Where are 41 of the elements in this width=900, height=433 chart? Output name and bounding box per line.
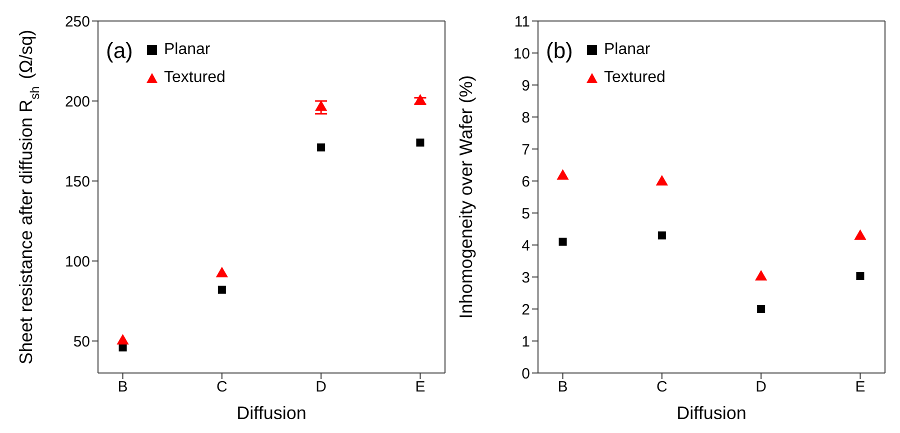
point [317, 143, 326, 152]
x-tick-label: E [415, 378, 426, 396]
x-tick-label: E [855, 378, 866, 396]
x-tick-label: C [656, 378, 668, 396]
y-tick-label: 6 [522, 173, 530, 190]
point [414, 94, 426, 105]
legend-label: Textured [164, 68, 226, 88]
y-tick-label: 3 [522, 269, 530, 286]
y-tick-label: 8 [522, 109, 530, 126]
x-tick-label: D [756, 378, 767, 396]
y-tick-label: 1 [522, 333, 530, 350]
x-tick-label: B [558, 378, 568, 396]
x-tick-label: B [118, 378, 128, 396]
x-axis-title: Diffusion [676, 403, 746, 423]
y-tick-label: 50 [73, 333, 90, 350]
point [314, 100, 328, 111]
x-axis-title: Diffusion [236, 403, 306, 423]
y-tick-label: 150 [64, 173, 90, 190]
point [216, 266, 228, 278]
legend-label: Planar [164, 40, 210, 60]
point [218, 286, 226, 294]
x-tick-label: C [216, 378, 228, 396]
legend-label: Textured [604, 68, 666, 88]
y-tick-label: 11 [514, 13, 530, 30]
y-tick-label: 10 [513, 45, 530, 62]
y-axis-title: Inhomogeneity over Wafer (%) [456, 75, 476, 319]
annotation: (a) [106, 38, 133, 64]
y-tick-label: 7 [522, 141, 530, 158]
y-tick-label: 0 [522, 365, 530, 382]
y-tick-label: 250 [64, 13, 90, 30]
legend-label: Planar [604, 40, 650, 60]
annotation: (b) [546, 38, 573, 64]
y-tick-label: 9 [522, 77, 530, 94]
y-tick-label: 200 [64, 93, 90, 110]
point [116, 334, 129, 345]
y-tick-label: 100 [64, 253, 90, 270]
y-tick-label: 4 [522, 237, 530, 254]
y-tick-label: 5 [522, 205, 530, 222]
y-tick-label: 2 [522, 301, 530, 318]
x-tick-label: D [316, 378, 327, 396]
point [416, 138, 424, 147]
